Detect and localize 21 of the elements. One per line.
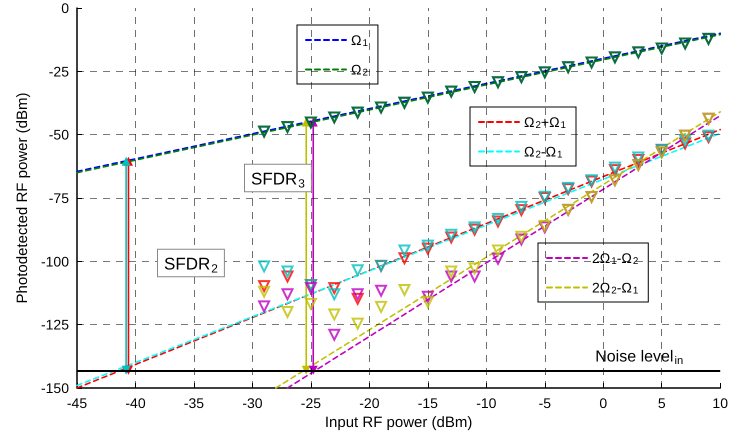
x-tick-label: -30 <box>242 395 263 411</box>
y-tick-label: 0 <box>61 0 70 16</box>
x-tick-label: 0 <box>599 395 608 411</box>
y-tick-label: -125 <box>40 316 70 333</box>
y-tick-label: -25 <box>48 63 70 80</box>
x-axis-title: Input RF power (dBm) <box>324 414 472 431</box>
x-tick-label: 10 <box>712 395 728 411</box>
y-tick-label: -75 <box>48 190 70 206</box>
y-tick-label: -150 <box>40 380 70 396</box>
x-tick-label: -15 <box>418 395 438 411</box>
y-tick-label: -50 <box>48 126 70 143</box>
y-tick-label: -100 <box>40 253 70 270</box>
x-tick-label: -40 <box>125 395 146 411</box>
x-tick-label: -45 <box>66 395 88 411</box>
y-axis-title: Photodetected RF power (dBm) <box>14 92 32 304</box>
x-tick-label: -10 <box>476 395 497 411</box>
x-tick-label: 5 <box>658 395 666 411</box>
x-tick-label: -25 <box>300 395 322 411</box>
x-tick-label: -20 <box>359 395 380 411</box>
x-tick-label: -35 <box>184 395 204 411</box>
x-tick-label: -5 <box>538 395 552 411</box>
